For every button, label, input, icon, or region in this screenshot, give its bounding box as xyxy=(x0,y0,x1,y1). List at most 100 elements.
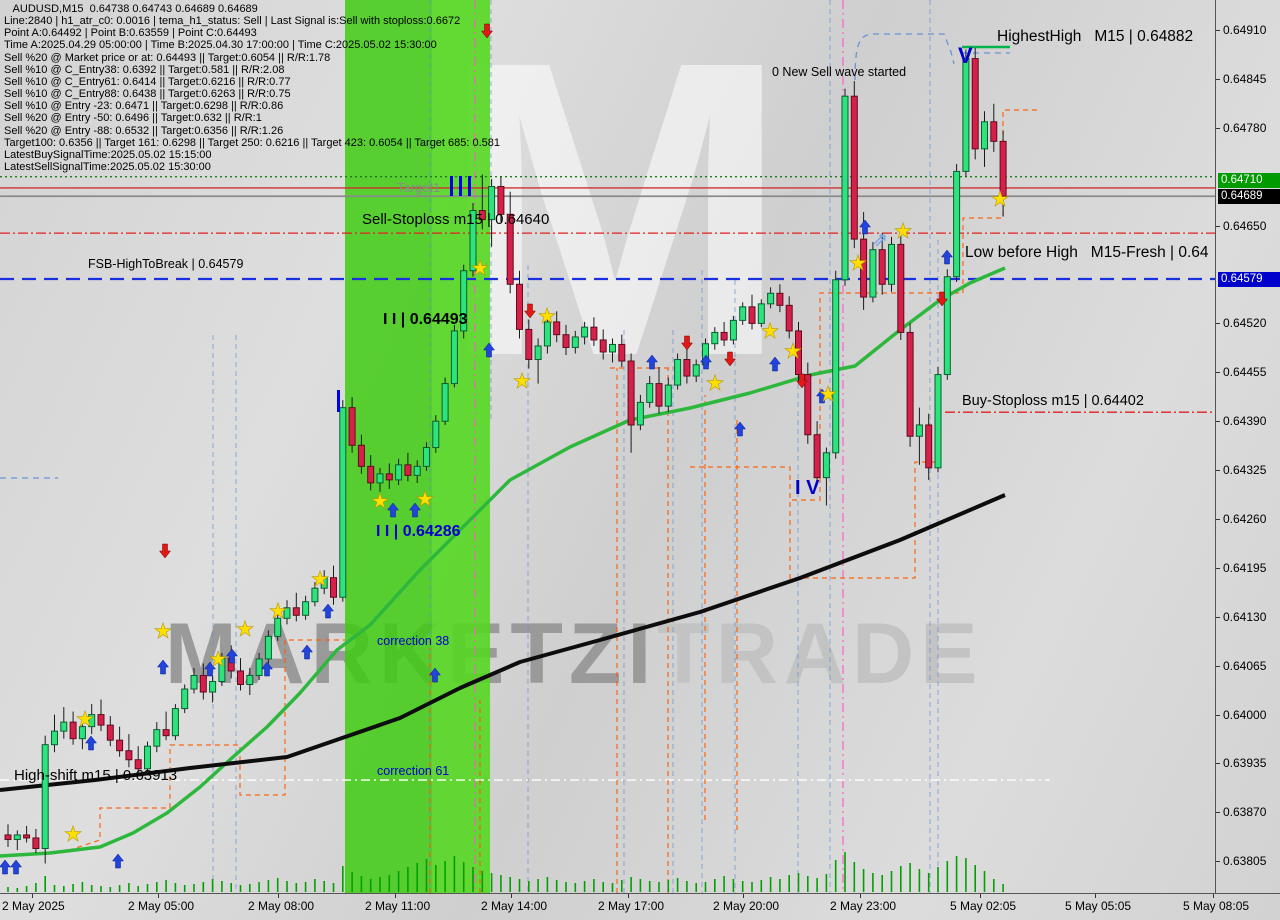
candle-body xyxy=(134,759,142,770)
candle-body xyxy=(543,321,551,347)
candle-body xyxy=(990,121,998,142)
candle-body xyxy=(943,276,951,376)
buy-arrow-icon xyxy=(768,356,782,372)
candle-body xyxy=(878,249,886,285)
candle-body xyxy=(971,58,979,150)
price-axis-tick: 0.64780 xyxy=(1223,120,1267,135)
time-axis-label: 2 May 05:00 xyxy=(128,899,195,913)
star-icon: ★ xyxy=(784,339,803,363)
candle-body xyxy=(711,331,719,345)
price-axis[interactable]: 0.64910 0.64845 0.64780 0.64650 0.64520 0.644… xyxy=(1215,0,1280,893)
candle-body xyxy=(609,343,616,353)
time-axis-label: 5 May 02:05 xyxy=(950,899,1017,913)
buy-arrow-icon xyxy=(84,735,98,751)
buy-arrow-icon xyxy=(699,354,713,370)
candle-body xyxy=(320,577,328,589)
time-axis-label: 5 May 05:05 xyxy=(1065,899,1132,913)
buy-arrow-icon xyxy=(225,648,239,664)
info-line: Point A:0.64492 | Point B:0.63559 | Poin… xyxy=(4,27,257,40)
candle-body xyxy=(822,452,830,479)
price-axis-tick: 0.64000 xyxy=(1223,707,1267,722)
candle-body xyxy=(571,336,579,348)
candle-body xyxy=(339,407,347,598)
candle-body xyxy=(69,721,77,740)
candle-body xyxy=(860,238,868,298)
buy-arrow-icon xyxy=(940,249,954,265)
price-axis-tick: 0.63805 xyxy=(1223,854,1267,869)
candle-body xyxy=(199,674,207,693)
candle-body xyxy=(283,607,291,619)
buy-arrow-icon xyxy=(300,644,314,660)
info-line: Line:2840 | h1_atr_c0: 0.0016 | tema_h1_… xyxy=(4,15,461,28)
star-icon: ★ xyxy=(371,489,390,513)
price-axis-tick: 0.64065 xyxy=(1223,658,1267,673)
price-tag: 0.64710 xyxy=(1218,172,1280,188)
candle-body xyxy=(255,658,263,676)
info-line: Sell %10 @ C_Entry88: 0.6438 || Target:0… xyxy=(4,88,291,101)
time-tick-mark xyxy=(980,894,981,898)
candle-body xyxy=(404,464,412,476)
candle-body xyxy=(897,243,905,333)
candle-body xyxy=(367,465,375,484)
candle-body xyxy=(469,210,477,272)
candle-body xyxy=(785,304,793,332)
candle-body xyxy=(627,360,635,426)
info-line: AUDUSD,M15 0.64738 0.64743 0.64689 0.646… xyxy=(4,3,258,15)
ma-green-line xyxy=(0,266,1006,858)
candle-body xyxy=(478,210,486,221)
candle-body xyxy=(78,726,86,740)
price-axis-tick: 0.64650 xyxy=(1223,218,1267,233)
highest-high-label: HighestHigh M15 | 0.64882 xyxy=(997,28,1194,45)
sell-arrow-icon xyxy=(680,335,694,351)
candle-body xyxy=(553,321,561,336)
buy-arrow-icon xyxy=(203,661,217,677)
price-tick-mark xyxy=(1216,421,1220,423)
wave-v-label: V xyxy=(958,43,973,68)
candle-body xyxy=(153,729,161,747)
candle-body xyxy=(497,185,505,215)
info-line: Sell %20 @ Market price or at: 0.64493 |… xyxy=(4,51,331,64)
candle-body xyxy=(218,657,226,682)
target1-label: Target1 xyxy=(397,180,441,195)
candle-body xyxy=(757,303,765,324)
candle-body xyxy=(683,359,691,377)
candle-body xyxy=(795,330,802,376)
level-64493-label: I I | 0.64493 xyxy=(383,311,468,328)
time-axis-label: 2 May 14:00 xyxy=(481,899,548,913)
time-axis[interactable]: 2 May 2025 2 May 05:00 2 May 08:00 2 May 11… xyxy=(0,893,1280,920)
buy-arrow-icon xyxy=(482,342,496,358)
sell-arrow-icon xyxy=(935,291,949,307)
info-line: LatestSellSignalTime:2025.05.02 15:30:00 xyxy=(4,161,211,174)
new-sell-wave-label: 0 New Sell wave started xyxy=(772,65,907,79)
sell-arrow-icon xyxy=(480,23,494,39)
price-axis-tick: 0.64260 xyxy=(1223,511,1267,526)
price-axis-tick: 0.64325 xyxy=(1223,463,1267,478)
time-tick-mark xyxy=(158,894,159,898)
candle-body xyxy=(450,330,458,385)
candle-body xyxy=(190,674,198,690)
candle-body xyxy=(376,473,384,484)
price-tick-mark xyxy=(1216,30,1220,31)
info-line: Sell %20 @ Entry -88: 0.6532 || Target:0… xyxy=(4,124,284,137)
sell-arrow-icon xyxy=(158,543,172,559)
candle-body xyxy=(636,401,644,426)
star-icon: ★ xyxy=(269,599,288,623)
candle-body xyxy=(51,730,58,746)
candle-body xyxy=(516,283,523,330)
time-tick-mark xyxy=(511,894,512,898)
time-axis-label: 5 May 08:05 xyxy=(1183,899,1250,913)
candle-body xyxy=(729,319,737,341)
price-tag: 0.64579 xyxy=(1218,271,1280,287)
stop-trail-line xyxy=(792,109,1040,501)
price-axis-tick: 0.64390 xyxy=(1223,414,1267,429)
candle-body xyxy=(357,444,365,467)
candle-body xyxy=(599,339,607,353)
high-shift-label: High-shift m15 | 0.63913 xyxy=(14,767,178,784)
correction-61-label: correction 61 xyxy=(377,764,450,778)
candle-body xyxy=(264,635,272,660)
candle-body xyxy=(432,420,440,449)
watermark-suffix: TRADE xyxy=(657,606,984,702)
candle-body xyxy=(655,383,663,407)
